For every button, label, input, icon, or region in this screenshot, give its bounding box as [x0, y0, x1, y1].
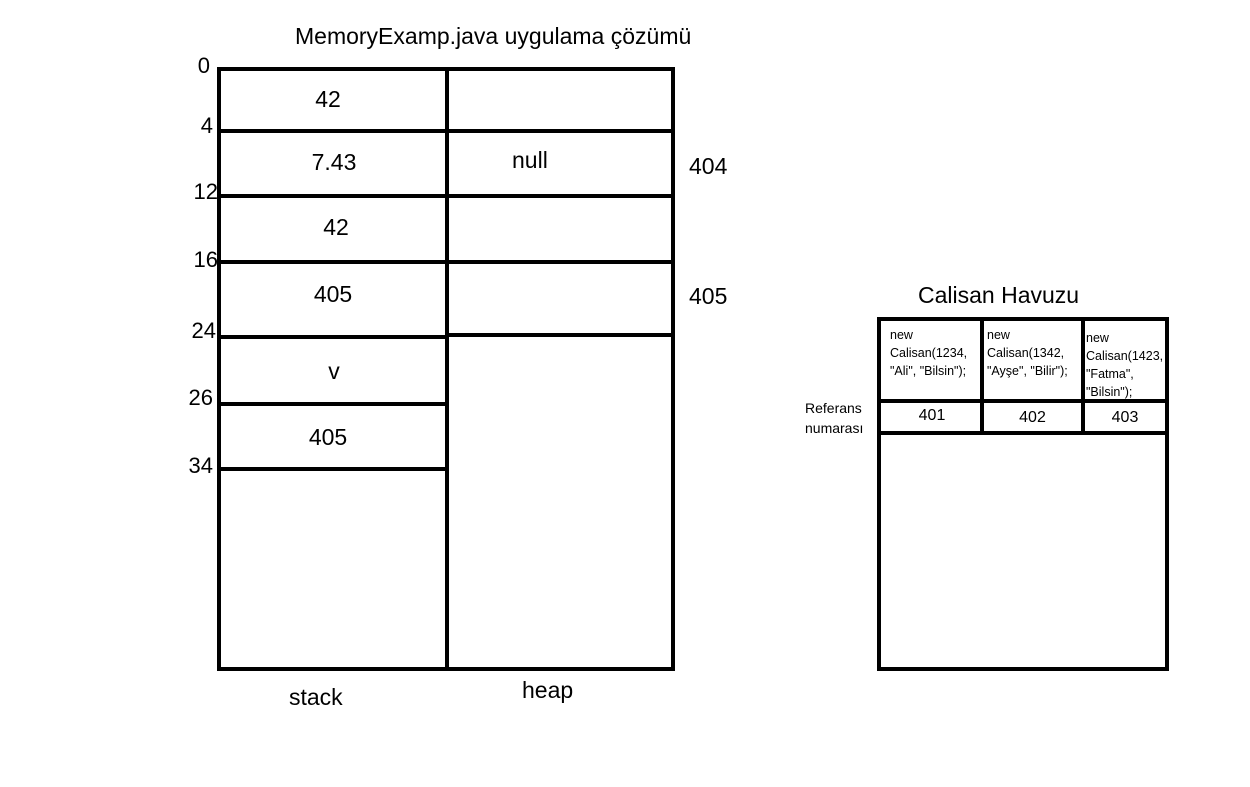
- stack-cell-value: 405: [308, 424, 348, 450]
- heap-line: [445, 333, 675, 337]
- pool-line: [877, 431, 1169, 435]
- pool-entry-ref: 401: [918, 407, 946, 424]
- heap-cell-value: null: [512, 147, 548, 173]
- stack-address: 16: [193, 247, 218, 272]
- stack-cell-value: v: [328, 358, 340, 384]
- heap-line: [445, 260, 675, 264]
- pool-entry-code: new Calisan(1234, "Ali", "Bilsin");: [890, 328, 968, 378]
- stack-heap-divider: [445, 67, 449, 671]
- pool-reference-row-label: Referans numarası: [805, 400, 864, 436]
- pool-entry-code: new Calisan(1342, "Ayşe", "Bilir");: [987, 328, 1068, 378]
- stack-line: [217, 194, 448, 198]
- pool-entry-ref: 402: [1019, 409, 1046, 426]
- stack-label: stack: [289, 684, 343, 710]
- heap-reference-label: 405: [689, 283, 728, 309]
- stack-line: [217, 129, 448, 133]
- stack-address: 26: [188, 385, 213, 410]
- pool-frame: [877, 317, 1169, 671]
- pool-title: Calisan Havuzu: [918, 282, 1080, 308]
- pool-column-line: [980, 317, 984, 434]
- stack-cell-value: 7.43: [311, 149, 357, 175]
- stack-address: 24: [191, 318, 216, 343]
- stack-line: [217, 260, 448, 264]
- heap-label: heap: [522, 677, 574, 703]
- pool-line: [877, 399, 1169, 403]
- stack-line: [217, 335, 448, 339]
- pool-entry-ref: 403: [1111, 409, 1139, 426]
- stack-address: 12: [193, 179, 218, 204]
- stack-address: 0: [197, 53, 210, 78]
- heap-line: [445, 129, 675, 133]
- stack-address: 34: [188, 453, 213, 478]
- stack-cell-value: 405: [313, 281, 353, 307]
- stack-line: [217, 402, 448, 406]
- diagram-title: MemoryExamp.java uygulama çözümü: [295, 23, 692, 49]
- stack-cell-value: 42: [323, 214, 349, 240]
- pool-entry-code: new Calisan(1423, "Fatma", "Bilsin");: [1086, 331, 1164, 399]
- pool-column-line: [1081, 317, 1085, 434]
- stack-line: [217, 467, 448, 471]
- stack-address: 4: [200, 113, 213, 138]
- heap-reference-label: 404: [689, 153, 728, 179]
- heap-line: [445, 194, 675, 198]
- stack-cell-value: 42: [315, 86, 341, 112]
